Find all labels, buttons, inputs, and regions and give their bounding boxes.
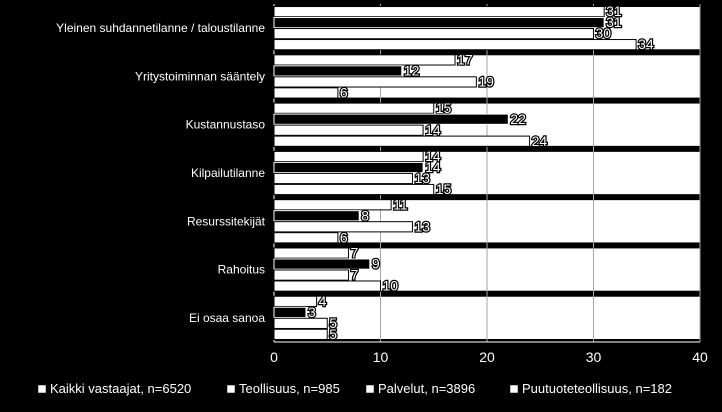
category-label-yleinen-suhdannetilanne-taloustilanne: Yleinen suhdannetilanne / taloustilanne — [56, 21, 265, 35]
legend-label-palvelut-n-3896: Palvelut, n=3896 — [378, 381, 475, 396]
x-tick-label-20: 20 — [479, 349, 495, 365]
bar-kustannustaso-kaikki-vastaajat-n-6520 — [273, 102, 435, 114]
bar-ei-osaa-sanoa-palvelut-n-3896 — [273, 317, 328, 329]
bar-rahoitus-puutuoteteollisuus-n-182 — [273, 280, 381, 292]
data-label-yleinen-suhdannetilanne-taloustilanne-puutuoteteollisuus-n-182: 34 — [638, 36, 654, 52]
bar-kustannustaso-palvelut-n-3896 — [273, 124, 424, 136]
data-label-ei-osaa-sanoa-palvelut-n-3896: 5 — [329, 315, 337, 331]
category-label-ei-osaa-sanoa: Ei osaa sanoa — [189, 311, 265, 325]
x-tick-label-30: 30 — [586, 349, 602, 365]
data-label-kustannustaso-puutuoteteollisuus-n-182: 24 — [532, 133, 548, 149]
data-label-kilpailutilanne-kaikki-vastaajat-n-6520: 14 — [425, 148, 441, 164]
data-label-kilpailutilanne-puutuoteteollisuus-n-182: 15 — [436, 181, 452, 197]
legend-swatch-puutuoteteollisuus-n-182 — [509, 384, 519, 394]
legend-label-teollisuus-n-985: Teollisuus, n=985 — [239, 381, 340, 396]
bar-kustannustaso-puutuoteteollisuus-n-182 — [273, 135, 531, 147]
data-label-ei-osaa-sanoa-kaikki-vastaajat-n-6520: 4 — [319, 293, 327, 309]
bar-rahoitus-palvelut-n-3896 — [273, 269, 350, 281]
data-label-resurssitekijat-palvelut-n-3896: 13 — [414, 218, 430, 234]
bar-resurssitekijat-teollisuus-n-985 — [273, 210, 360, 222]
legend-label-kaikki-vastaajat-n-6520: Kaikki vastaajat, n=6520 — [50, 381, 191, 396]
data-label-resurssitekijat-puutuoteteollisuus-n-182: 6 — [340, 229, 348, 245]
bar-yleinen-suhdannetilanne-taloustilanne-puutuoteteollisuus-n-182 — [273, 39, 637, 51]
legend-swatch-teollisuus-n-985 — [226, 384, 236, 394]
bar-kustannustaso-teollisuus-n-985 — [273, 113, 509, 125]
bar-yritystoiminnan-saantely-puutuoteteollisuus-n-182 — [273, 87, 339, 99]
data-label-kilpailutilanne-teollisuus-n-985: 14 — [425, 159, 441, 175]
category-label-kilpailutilanne: Kilpailutilanne — [191, 166, 265, 180]
bar-rahoitus-teollisuus-n-985 — [273, 258, 371, 270]
data-label-rahoitus-palvelut-n-3896: 7 — [351, 267, 359, 283]
bar-yritystoiminnan-saantely-palvelut-n-3896 — [273, 76, 477, 88]
data-label-yritystoiminnan-saantely-palvelut-n-3896: 19 — [478, 74, 494, 90]
category-label-resurssitekijat: Resurssitekijät — [187, 214, 266, 228]
data-label-kustannustaso-palvelut-n-3896: 14 — [425, 122, 441, 138]
data-label-yritystoiminnan-saantely-teollisuus-n-985: 12 — [404, 63, 420, 79]
x-tick-label-0: 0 — [270, 349, 278, 365]
x-tick-label-10: 10 — [373, 349, 389, 365]
x-tick-label-40: 40 — [692, 349, 708, 365]
bar-kilpailutilanne-palvelut-n-3896 — [273, 172, 413, 185]
bar-yleinen-suhdannetilanne-taloustilanne-teollisuus-n-985 — [273, 17, 605, 29]
bar-resurssitekijat-kaikki-vastaajat-n-6520 — [273, 199, 392, 211]
data-label-yleinen-suhdannetilanne-taloustilanne-kaikki-vastaajat-n-6520: 31 — [606, 3, 622, 19]
data-label-yleinen-suhdannetilanne-taloustilanne-teollisuus-n-985: 31 — [606, 14, 622, 30]
data-label-kilpailutilanne-palvelut-n-3896: 13 — [414, 170, 430, 186]
bar-yritystoiminnan-saantely-teollisuus-n-985 — [273, 65, 403, 77]
data-label-yritystoiminnan-saantely-puutuoteteollisuus-n-182: 6 — [340, 85, 348, 101]
data-label-ei-osaa-sanoa-teollisuus-n-985: 3 — [308, 304, 316, 320]
category-label-yritystoiminnan-saantely: Yritystoiminnan sääntely — [135, 69, 265, 83]
data-label-yritystoiminnan-saantely-kaikki-vastaajat-n-6520: 17 — [457, 52, 473, 68]
bar-rahoitus-kaikki-vastaajat-n-6520 — [273, 247, 350, 259]
legend-label-puutuoteteollisuus-n-182: Puutuoteteollisuus, n=182 — [522, 381, 672, 396]
data-label-resurssitekijat-teollisuus-n-985: 8 — [361, 207, 369, 223]
data-label-kustannustaso-teollisuus-n-985: 22 — [510, 111, 526, 127]
bar-yleinen-suhdannetilanne-taloustilanne-kaikki-vastaajat-n-6520 — [273, 6, 605, 18]
data-label-kustannustaso-kaikki-vastaajat-n-6520: 15 — [436, 100, 452, 116]
bar-kilpailutilanne-teollisuus-n-985 — [273, 161, 424, 174]
bar-ei-osaa-sanoa-teollisuus-n-985 — [273, 306, 307, 318]
bar-kilpailutilanne-puutuoteteollisuus-n-182 — [273, 183, 435, 196]
data-label-ei-osaa-sanoa-puutuoteteollisuus-n-182: 5 — [329, 326, 337, 342]
category-label-kustannustaso: Kustannustaso — [186, 118, 266, 132]
category-label-rahoitus: Rahoitus — [218, 263, 265, 277]
bar-resurssitekijat-puutuoteteollisuus-n-182 — [273, 232, 339, 244]
data-label-resurssitekijat-kaikki-vastaajat-n-6520: 11 — [393, 196, 408, 212]
bar-ei-osaa-sanoa-puutuoteteollisuus-n-182 — [273, 328, 328, 340]
bar-kilpailutilanne-kaikki-vastaajat-n-6520 — [273, 150, 424, 163]
bar-resurssitekijat-palvelut-n-3896 — [273, 221, 413, 233]
legend-swatch-kaikki-vastaajat-n-6520 — [37, 384, 47, 394]
data-label-rahoitus-teollisuus-n-985: 9 — [372, 256, 380, 272]
legend-swatch-palvelut-n-3896 — [365, 384, 375, 394]
bar-ei-osaa-sanoa-kaikki-vastaajat-n-6520 — [273, 295, 318, 307]
data-label-yleinen-suhdannetilanne-taloustilanne-palvelut-n-3896: 30 — [596, 25, 612, 41]
bar-yleinen-suhdannetilanne-taloustilanne-palvelut-n-3896 — [273, 28, 594, 40]
bar-yritystoiminnan-saantely-kaikki-vastaajat-n-6520 — [273, 54, 456, 66]
data-label-rahoitus-puutuoteteollisuus-n-182: 10 — [383, 278, 399, 294]
data-label-rahoitus-kaikki-vastaajat-n-6520: 7 — [351, 245, 359, 261]
